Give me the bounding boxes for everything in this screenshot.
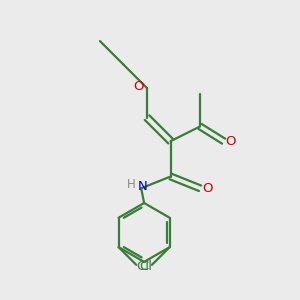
Text: N: N bbox=[138, 180, 148, 193]
Text: Cl: Cl bbox=[136, 260, 149, 273]
Text: H: H bbox=[128, 178, 136, 191]
Text: O: O bbox=[134, 80, 144, 93]
Text: O: O bbox=[226, 135, 236, 148]
Text: Cl: Cl bbox=[139, 260, 152, 273]
Text: O: O bbox=[202, 182, 213, 195]
